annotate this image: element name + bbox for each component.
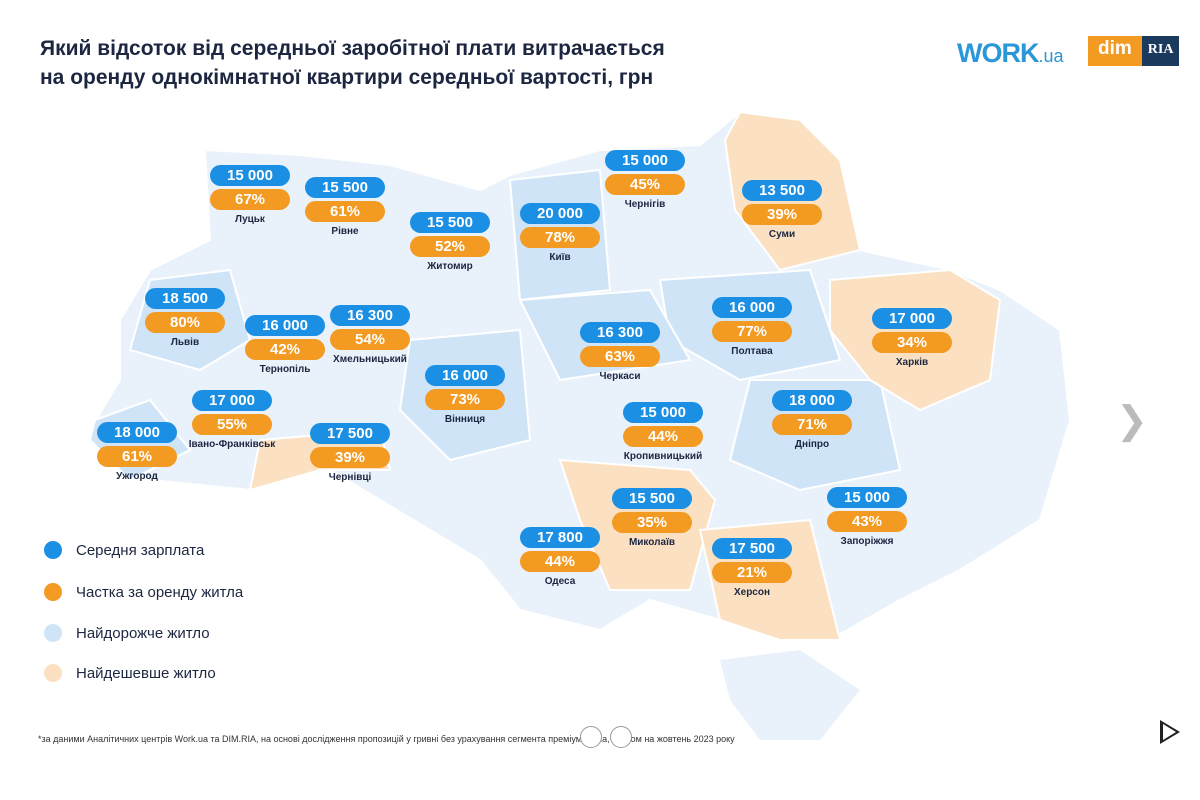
share-badge: 61% — [305, 201, 385, 222]
page-title: Який відсоток від середньої заробітної п… — [40, 34, 665, 92]
crimea-shape — [720, 650, 860, 740]
salary-badge: 15 500 — [612, 488, 692, 509]
salary-badge: 17 000 — [192, 390, 272, 411]
salary-badge: 16 300 — [580, 322, 660, 343]
salary-badge: 15 500 — [410, 212, 490, 233]
share-badge: 42% — [245, 339, 325, 360]
city-name: Одеса — [544, 576, 576, 587]
city-name: Луцьк — [235, 214, 265, 225]
city-name: Київ — [549, 252, 571, 263]
share-badge: 52% — [410, 236, 490, 257]
city-name: Запоріжжя — [840, 536, 894, 547]
city-name: Чернігів — [624, 199, 666, 210]
legend-label: Найдорожче житло — [76, 624, 210, 642]
dim-logo-text: dim — [1088, 36, 1142, 66]
share-badge: 43% — [827, 511, 907, 532]
legend-dot — [44, 624, 62, 642]
legend-item-salary: Середня зарплата — [44, 541, 204, 559]
share-badge: 34% — [872, 332, 952, 353]
city-name: Миколаїв — [628, 537, 676, 548]
share-badge: 54% — [330, 329, 410, 350]
share-badge: 55% — [192, 414, 272, 435]
legend-dot — [44, 664, 62, 682]
city-name: Полтава — [731, 346, 773, 357]
share-badge: 67% — [210, 189, 290, 210]
play-icon[interactable] — [1160, 720, 1180, 744]
city-name: Херсон — [733, 587, 771, 598]
work-ua-logo: WORK.ua — [957, 38, 1064, 69]
salary-badge: 15 000 — [605, 150, 685, 171]
salary-badge: 15 000 — [623, 402, 703, 423]
city-name: Тернопіль — [259, 364, 311, 375]
salary-badge: 16 000 — [712, 297, 792, 318]
salary-badge: 16 000 — [245, 315, 325, 336]
salary-badge: 17 500 — [712, 538, 792, 559]
salary-badge: 17 000 — [872, 308, 952, 329]
footnote: *за даними Аналітичних центрів Work.ua т… — [38, 734, 735, 744]
city-name: Харків — [895, 357, 929, 368]
city-name: Ужгород — [116, 471, 158, 482]
title-line-1: Який відсоток від середньої заробітної п… — [40, 37, 665, 60]
legend-dot — [44, 583, 62, 601]
share-badge: 71% — [772, 414, 852, 435]
legend-label: Частка за оренду житла — [76, 583, 244, 601]
city-name: Хмельницький — [333, 354, 407, 365]
share-badge: 35% — [612, 512, 692, 533]
share-badge: 80% — [145, 312, 225, 333]
salary-badge: 17 800 — [520, 527, 600, 548]
salary-badge: 15 500 — [305, 177, 385, 198]
next-arrow-icon[interactable]: ❯ — [1116, 400, 1148, 442]
salary-badge: 16 300 — [330, 305, 410, 326]
share-badge: 77% — [712, 321, 792, 342]
city-name: Суми — [768, 229, 796, 240]
dim-ria-logo: dim RIA — [1088, 36, 1180, 66]
carousel-dot[interactable] — [580, 726, 602, 748]
work-logo-text: WORK — [957, 38, 1039, 68]
city-name: Львів — [170, 337, 200, 348]
salary-badge: 18 000 — [772, 390, 852, 411]
salary-badge: 15 000 — [827, 487, 907, 508]
legend-item-expensive: Найдорожче житло — [44, 624, 210, 642]
share-badge: 21% — [712, 562, 792, 583]
city-name: Рівне — [331, 226, 359, 237]
salary-badge: 20 000 — [520, 203, 600, 224]
legend-dot — [44, 541, 62, 559]
share-badge: 45% — [605, 174, 685, 195]
city-name: Вінниця — [444, 414, 486, 425]
salary-badge: 17 500 — [310, 423, 390, 444]
city-name: Івано-Франківськ — [188, 439, 276, 450]
share-badge: 39% — [310, 447, 390, 468]
salary-badge: 18 000 — [97, 422, 177, 443]
legend-label: Найдешевше житло — [76, 664, 216, 682]
share-badge: 44% — [623, 426, 703, 447]
title-line-2: на оренду однокімнатної квартири середнь… — [40, 66, 654, 89]
legend-label: Середня зарплата — [76, 541, 205, 559]
share-badge: 73% — [425, 389, 505, 410]
legend-item-cheap: Найдешевше житло — [44, 664, 216, 682]
carousel-dot[interactable] — [610, 726, 632, 748]
city-name: Чернівці — [328, 472, 372, 483]
share-badge: 63% — [580, 346, 660, 367]
work-logo-suffix: .ua — [1038, 46, 1064, 66]
share-badge: 78% — [520, 227, 600, 248]
salary-badge: 18 500 — [145, 288, 225, 309]
salary-badge: 15 000 — [210, 165, 290, 186]
city-name: Кропивницький — [623, 451, 703, 462]
share-badge: 39% — [742, 204, 822, 225]
city-name: Дніпро — [794, 439, 830, 450]
share-badge: 61% — [97, 446, 177, 467]
city-name: Житомир — [427, 261, 473, 272]
share-badge: 44% — [520, 551, 600, 572]
salary-badge: 16 000 — [425, 365, 505, 386]
city-name: Черкаси — [599, 371, 641, 382]
ria-logo-text: RIA — [1141, 36, 1180, 66]
salary-badge: 13 500 — [742, 180, 822, 201]
legend-item-share: Частка за оренду житла — [44, 583, 243, 601]
